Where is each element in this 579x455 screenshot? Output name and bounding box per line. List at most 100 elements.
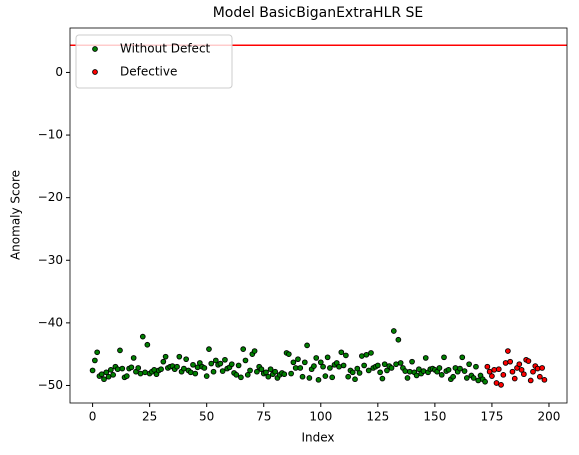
- point: [210, 368, 217, 375]
- point: [445, 366, 452, 373]
- point: [201, 365, 208, 371]
- point: [110, 371, 116, 378]
- point: [137, 370, 144, 377]
- point: [484, 363, 491, 370]
- legend-marker: [92, 69, 98, 75]
- x-tick-label: 50: [199, 410, 214, 424]
- point: [409, 358, 415, 365]
- y-tick-label: −40: [38, 315, 63, 329]
- point: [352, 376, 358, 383]
- point: [518, 366, 525, 373]
- point: [534, 365, 541, 372]
- point: [107, 366, 114, 373]
- y-tick-label: −30: [38, 253, 63, 267]
- point: [489, 373, 495, 379]
- point: [304, 342, 310, 349]
- point: [324, 354, 331, 361]
- point: [345, 373, 352, 380]
- point: [162, 353, 169, 360]
- point: [404, 375, 411, 381]
- point: [119, 365, 126, 372]
- point: [436, 365, 443, 371]
- point: [536, 373, 543, 380]
- point: [254, 368, 260, 375]
- point: [482, 378, 488, 385]
- point: [368, 350, 374, 356]
- point: [340, 362, 347, 369]
- point: [203, 373, 210, 379]
- point: [384, 367, 390, 374]
- point: [235, 362, 242, 369]
- point: [502, 360, 509, 366]
- point: [521, 371, 527, 378]
- x-tick-label: 200: [538, 410, 561, 424]
- point: [290, 359, 297, 366]
- point: [247, 367, 253, 374]
- point: [381, 361, 388, 368]
- point: [466, 361, 472, 368]
- plot-frame: [69, 27, 568, 404]
- point: [413, 372, 420, 379]
- point: [493, 380, 500, 386]
- point: [505, 348, 511, 354]
- point: [297, 365, 304, 371]
- point: [388, 365, 395, 371]
- point: [343, 352, 349, 359]
- point: [222, 356, 228, 363]
- point: [356, 370, 363, 376]
- point: [208, 360, 215, 367]
- point: [349, 369, 356, 376]
- point: [265, 373, 272, 380]
- point: [511, 375, 518, 382]
- point: [329, 374, 336, 381]
- point: [530, 368, 536, 375]
- point: [311, 363, 317, 369]
- point: [160, 358, 167, 365]
- point: [183, 356, 189, 363]
- point: [374, 362, 381, 369]
- point: [94, 349, 101, 356]
- point: [240, 346, 247, 353]
- point: [174, 363, 180, 370]
- point: [295, 356, 301, 363]
- point: [181, 365, 187, 372]
- point: [244, 371, 251, 378]
- point: [500, 371, 507, 378]
- point: [457, 365, 463, 372]
- point: [187, 369, 194, 376]
- point: [142, 369, 148, 376]
- point: [272, 368, 278, 375]
- point: [473, 363, 479, 370]
- point: [317, 359, 324, 366]
- point: [393, 361, 399, 368]
- point: [320, 363, 326, 370]
- point: [212, 357, 219, 364]
- point: [395, 336, 402, 343]
- point: [206, 346, 212, 353]
- x-axis-label: Index: [301, 431, 334, 445]
- x-tick-label: 25: [142, 410, 157, 424]
- y-tick-label: −50: [38, 378, 63, 392]
- point: [498, 381, 504, 388]
- point: [238, 374, 244, 381]
- point: [313, 355, 320, 361]
- point: [105, 373, 112, 380]
- point: [251, 348, 258, 354]
- chart-title: Model BasicBiganExtraHLR SE: [213, 5, 424, 21]
- point: [292, 365, 299, 371]
- point: [470, 375, 477, 381]
- point: [361, 362, 367, 369]
- point: [509, 368, 516, 375]
- point: [285, 351, 292, 358]
- x-tick-label: 150: [423, 410, 446, 424]
- point: [441, 354, 447, 361]
- point: [491, 366, 498, 373]
- point: [315, 376, 322, 383]
- point: [450, 373, 456, 380]
- y-axis-label: Anomaly Score: [9, 170, 23, 260]
- point: [89, 367, 96, 374]
- point: [379, 375, 386, 382]
- point: [406, 368, 413, 375]
- x-tick-label: 100: [309, 410, 332, 424]
- point: [158, 366, 164, 373]
